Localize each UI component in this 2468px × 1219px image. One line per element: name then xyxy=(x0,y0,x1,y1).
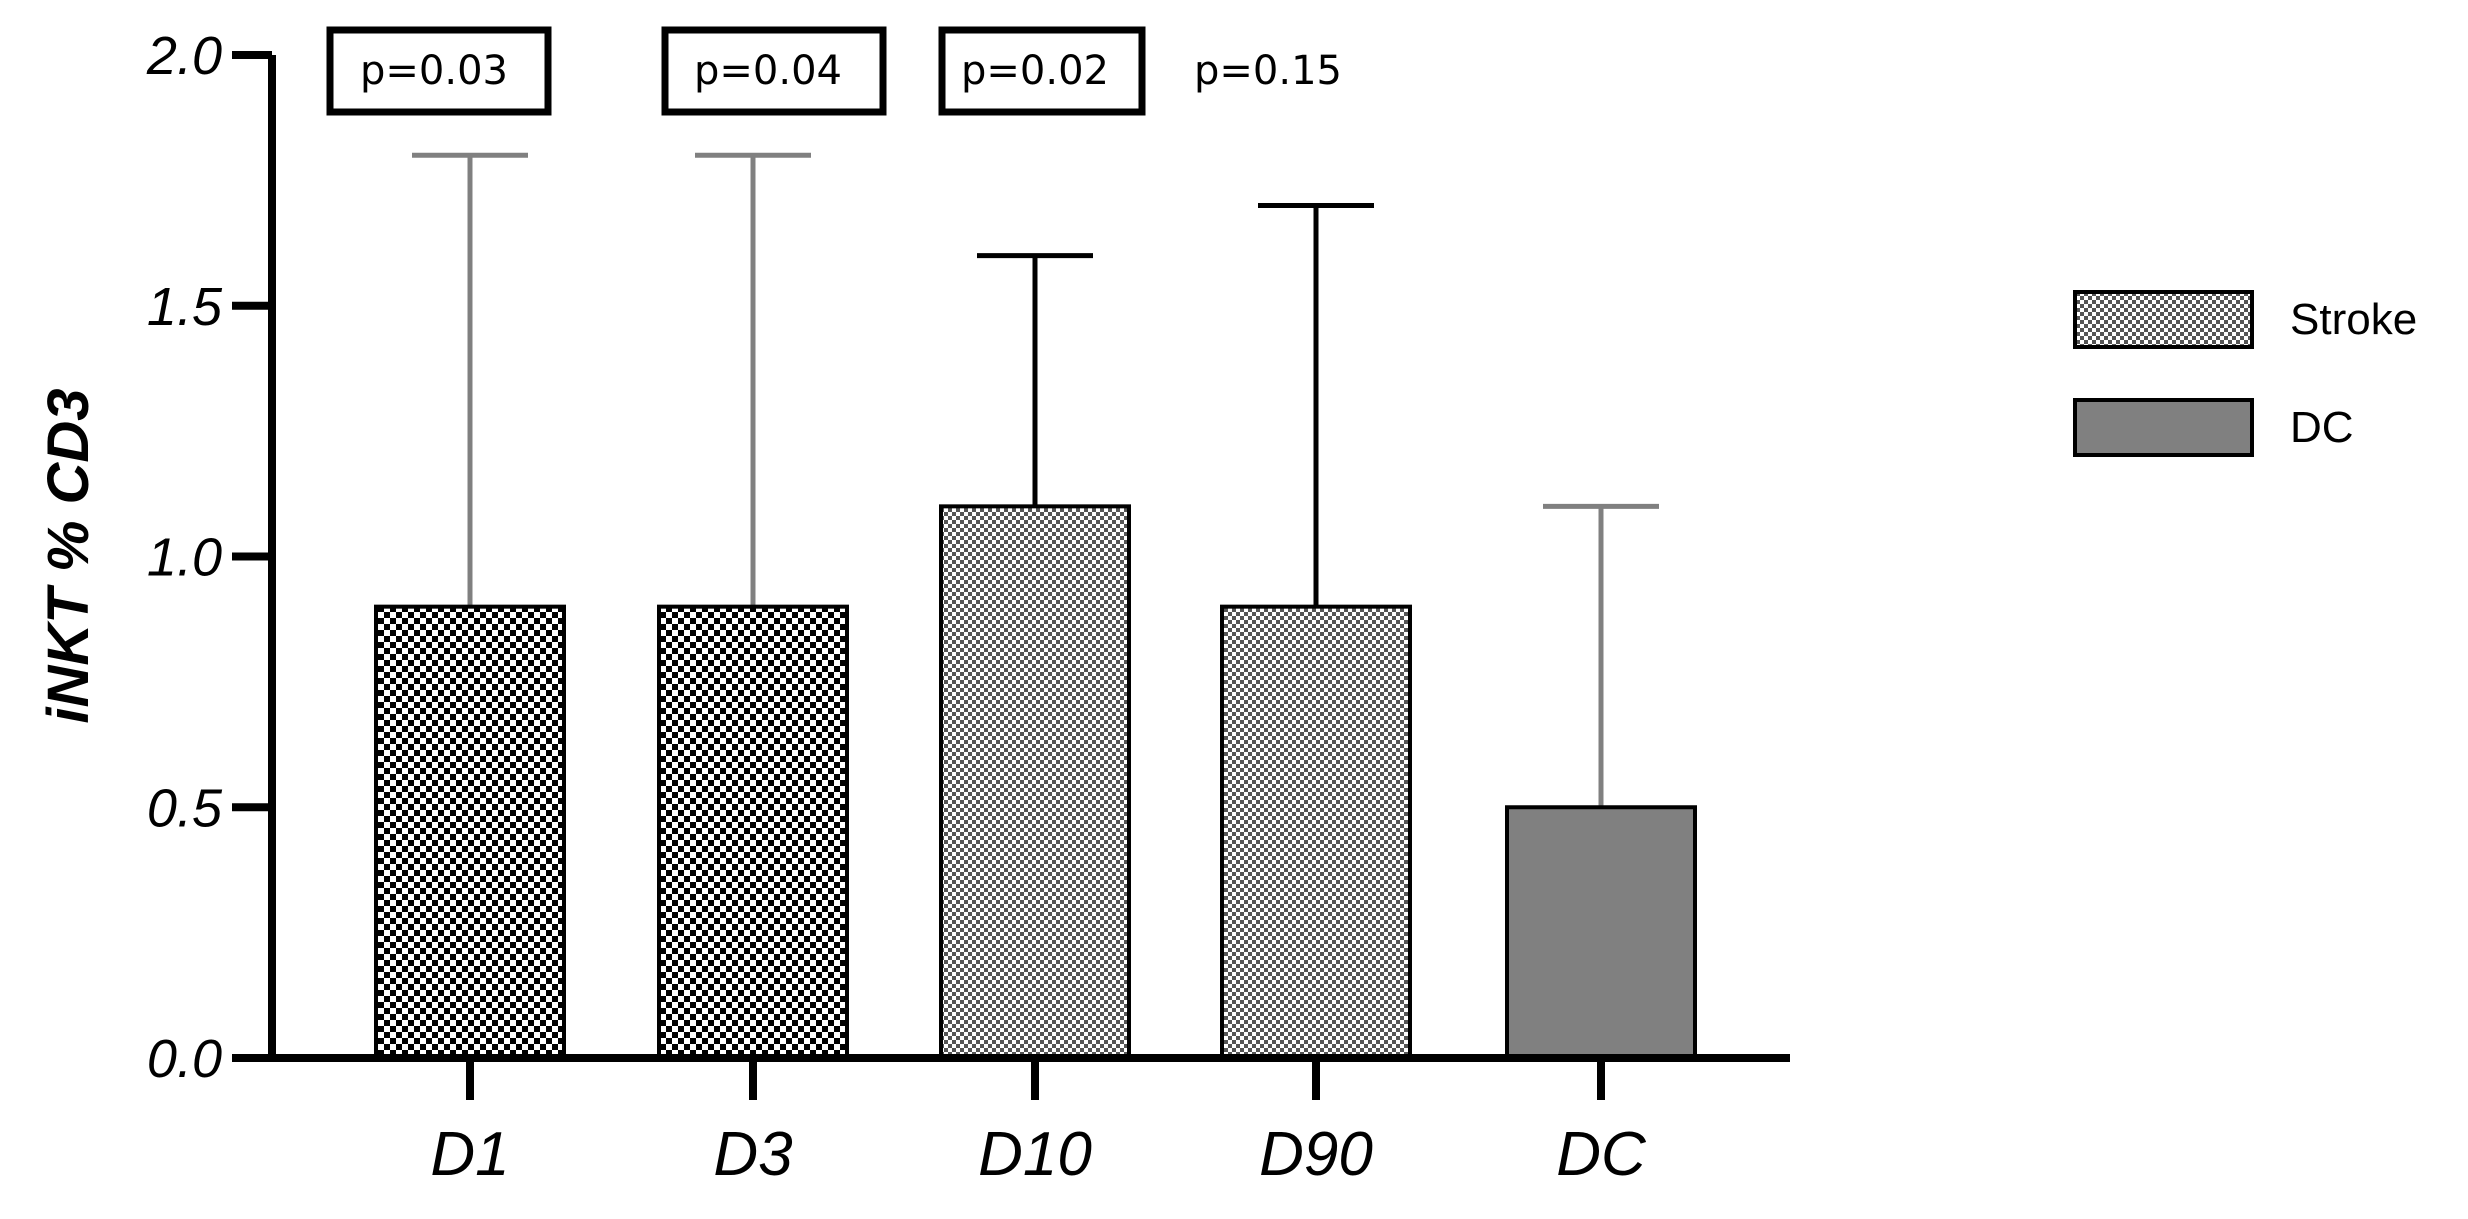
p-value-annotation: p=0.04 xyxy=(661,26,887,116)
x-tick-label-d10: D10 xyxy=(978,1120,1092,1189)
p-value-annotation: p=0.02 xyxy=(938,26,1146,116)
p-value-box xyxy=(938,26,1146,116)
y-tick-label: 2.0 xyxy=(146,26,222,86)
x-tick-label-d1: D1 xyxy=(430,1120,509,1189)
x-tick-label-d3: D3 xyxy=(713,1120,792,1189)
legend-item-dc: DC xyxy=(2073,398,2354,457)
bars xyxy=(374,504,1697,1061)
y-tick-label: 0.0 xyxy=(147,1029,222,1089)
p-values: p=0.03 p=0.04 p=0.02 p=0.15 xyxy=(326,26,1342,116)
p-value-text: p=0.15 xyxy=(1194,48,1342,94)
y-tick-label: 1.0 xyxy=(147,528,222,588)
p-value-box xyxy=(326,26,552,116)
p-value-text: p=0.02 xyxy=(961,48,1109,94)
error-bar-dc xyxy=(1543,503,1659,808)
bar-d90 xyxy=(1220,604,1412,1061)
p-value-box xyxy=(661,26,887,116)
y-tick-label: 0.5 xyxy=(147,778,223,838)
x-tick-label-dc: DC xyxy=(1556,1120,1647,1189)
x-ticks: D1 D3 D10 D90 DC xyxy=(430,1058,1647,1189)
bar-d3 xyxy=(657,604,849,1061)
bar-d1 xyxy=(374,604,566,1061)
bar-dc xyxy=(1505,805,1697,1060)
legend-swatch xyxy=(2073,290,2254,349)
legend-label: DC xyxy=(2290,403,2354,452)
y-tick-label: 1.5 xyxy=(147,277,223,337)
legend-label: Stroke xyxy=(2290,295,2417,344)
p-value-annotation: p=0.15 xyxy=(1194,48,1342,94)
legend-swatch xyxy=(2073,398,2254,457)
y-ticks: 0.0 0.5 1.0 1.5 2.0 xyxy=(146,26,272,1089)
legend-item-stroke: Stroke xyxy=(2073,290,2417,349)
x-tick-label-d90: D90 xyxy=(1259,1120,1373,1189)
legend: Stroke DC xyxy=(2073,290,2417,457)
p-value-text: p=0.03 xyxy=(360,48,508,94)
y-axis-title: iNKT % CD3 xyxy=(36,388,101,723)
p-value-text: p=0.04 xyxy=(694,48,842,94)
p-value-annotation: p=0.03 xyxy=(326,26,552,116)
bar-d10 xyxy=(939,504,1131,1061)
